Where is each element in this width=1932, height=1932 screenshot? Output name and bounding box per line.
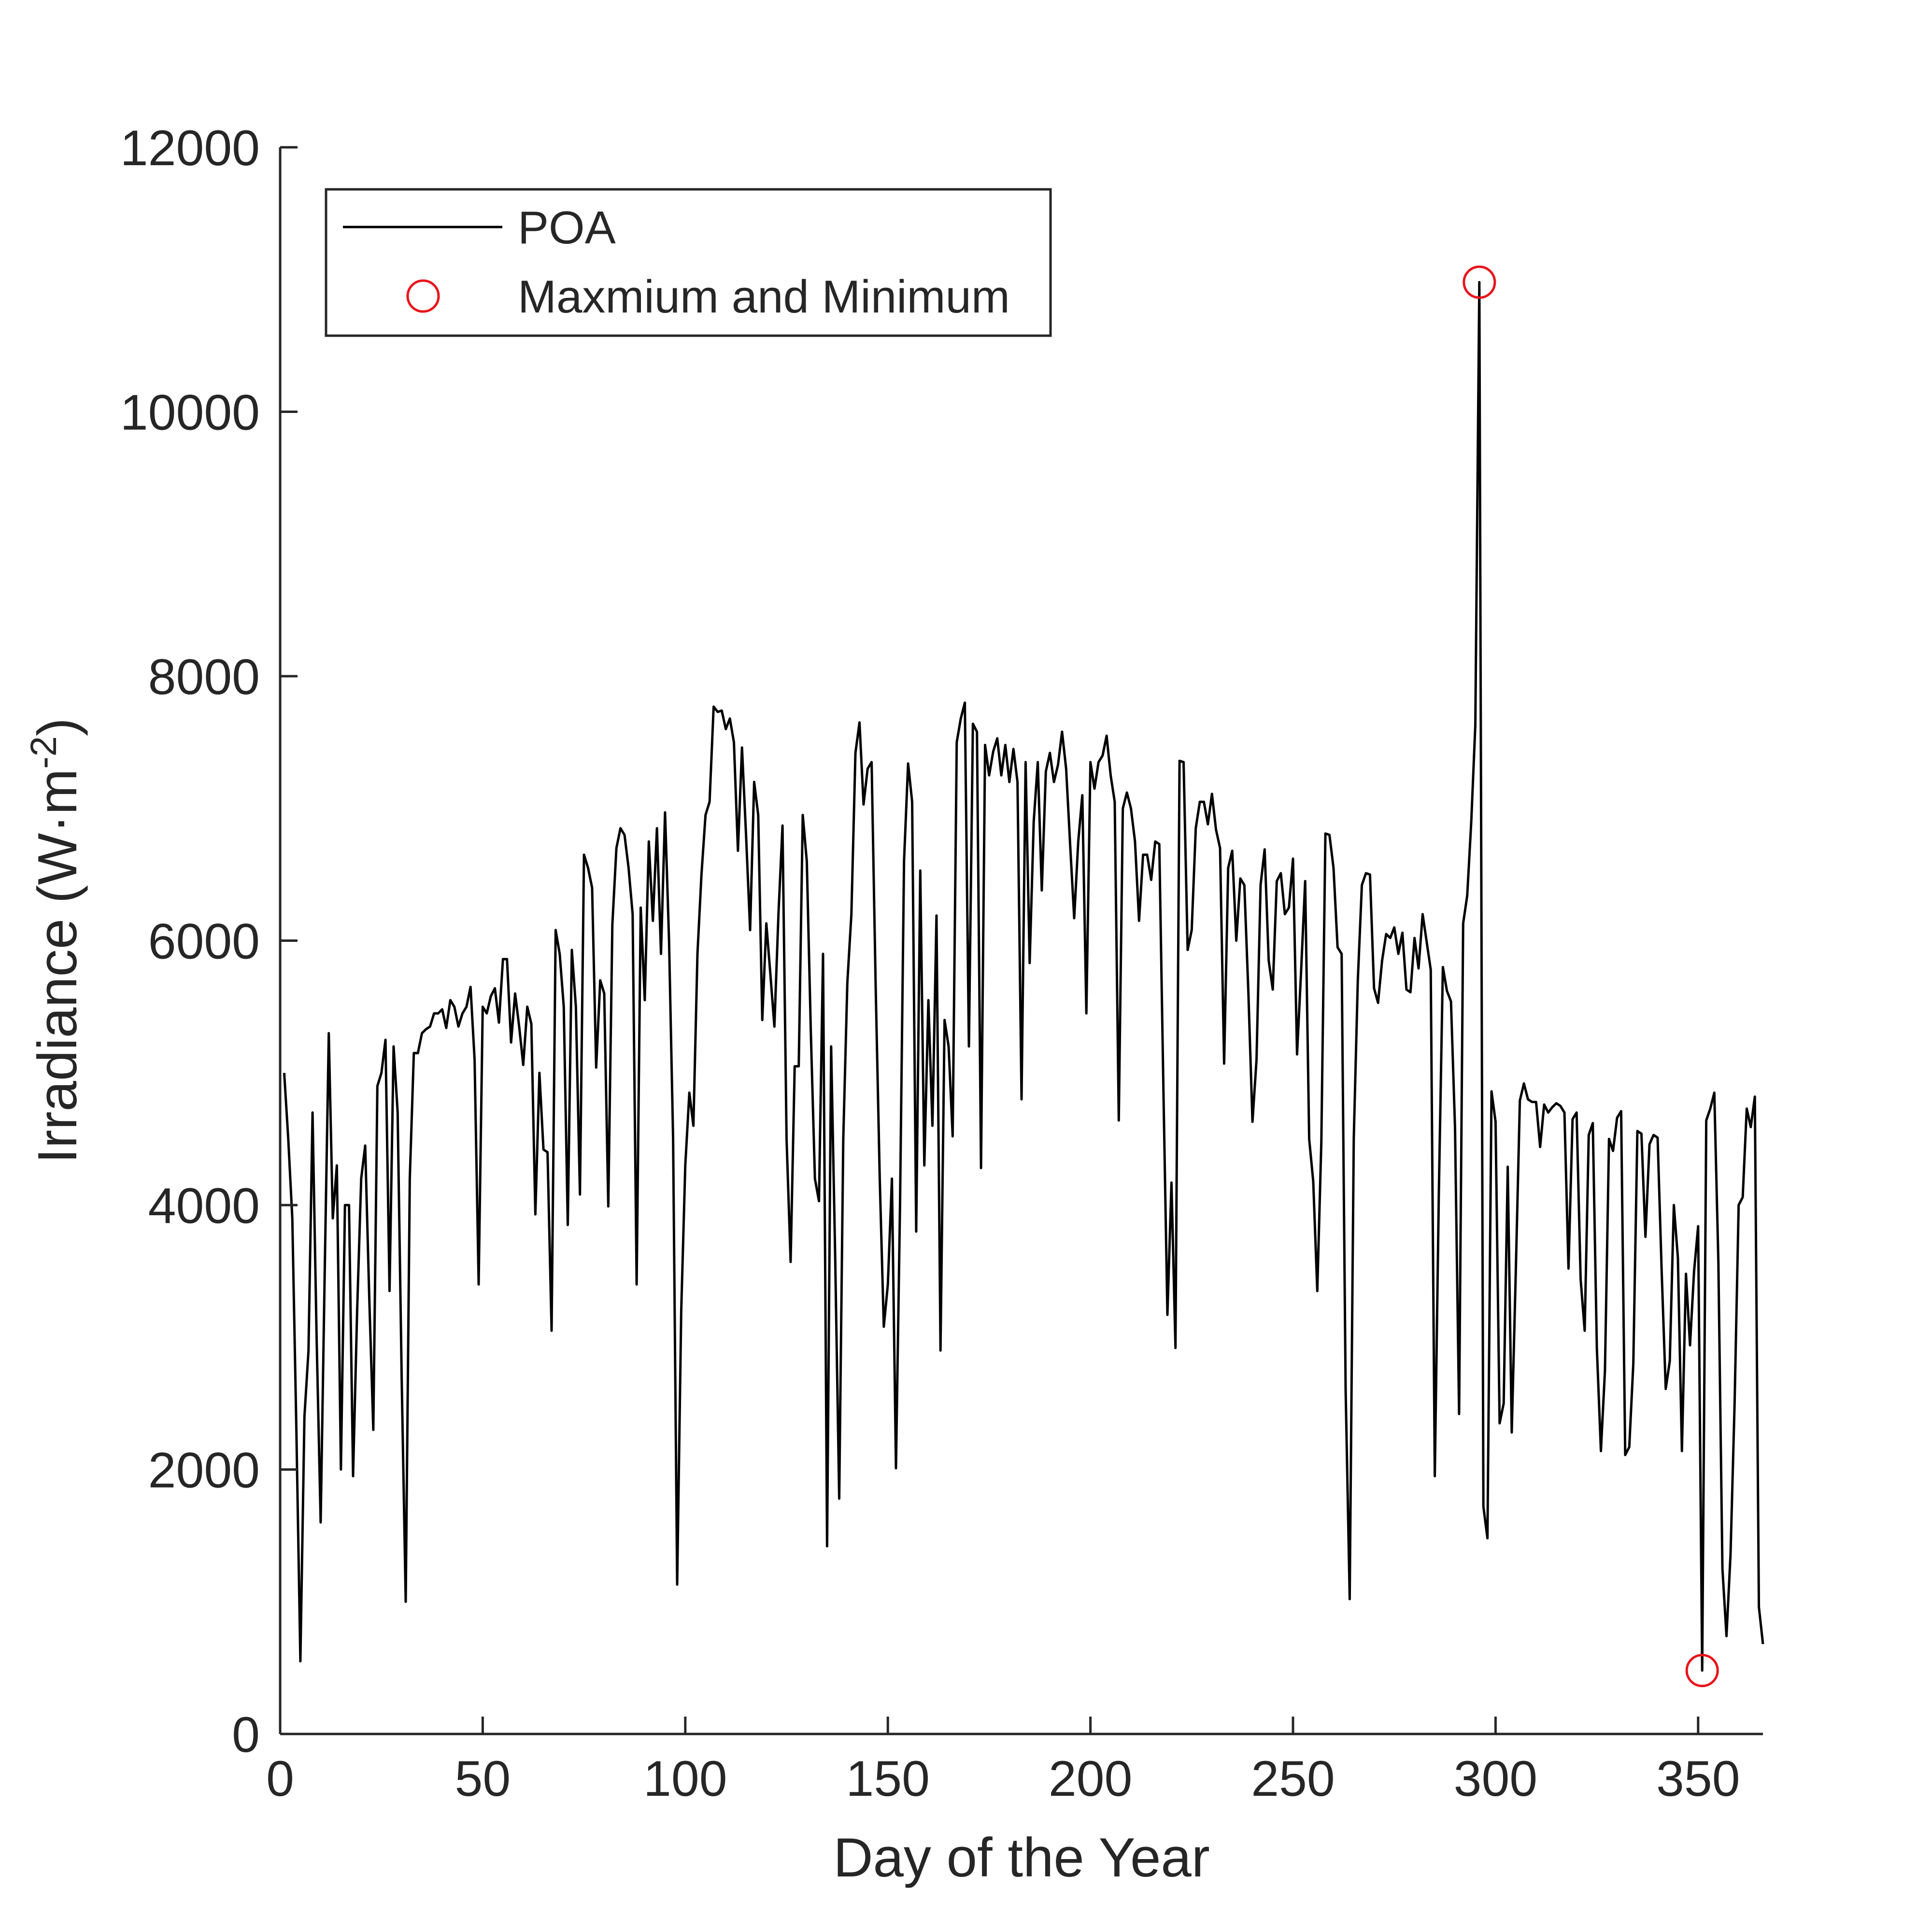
x-tick-label: 150 (846, 1751, 930, 1807)
x-tick-label: 350 (1656, 1751, 1740, 1807)
legend-extrema-label: Maxmium and Minimum (518, 271, 1010, 323)
legend-marker-sample (406, 279, 440, 313)
x-tick-label: 250 (1251, 1751, 1335, 1807)
x-tick-label: 100 (643, 1751, 727, 1807)
y-tick-label: 2000 (148, 1443, 260, 1499)
legend: POA Maxmium and Minimum (325, 188, 1052, 337)
x-axis-ticks: 0 50 100 150 200 250 300 350 (266, 1717, 1740, 1807)
y-tick-label: 6000 (148, 914, 260, 970)
x-tick-label: 50 (455, 1751, 511, 1807)
y-tick-label: 4000 (148, 1178, 260, 1234)
y-tick-label: 8000 (148, 649, 260, 705)
y-axis-label: Irradiance (W·m-2) (23, 718, 89, 1164)
x-tick-label: 0 (266, 1751, 294, 1807)
axes: 0 50 100 150 200 250 300 350 0 2000 4000 6000 8000 1… (120, 120, 1763, 1807)
y-axis-label-close: ) (27, 718, 88, 736)
y-axis-ticks: 0 2000 4000 6000 8000 10000 12000 (120, 120, 298, 1763)
extrema-marker (1685, 1654, 1719, 1688)
legend-poa-label: POA (518, 202, 616, 254)
y-axis-label-exponent: -2 (23, 736, 64, 769)
y-tick-label: 12000 (120, 120, 260, 176)
y-tick-label: 10000 (120, 385, 260, 441)
x-tick-label: 200 (1049, 1751, 1133, 1807)
extrema-markers (1463, 265, 1719, 1688)
poa-series-line (283, 281, 1764, 1672)
extrema-marker (1463, 265, 1496, 299)
x-axis-label: Day of the Year (833, 1827, 1210, 1889)
legend-box (325, 188, 1052, 337)
x-tick-label: 300 (1454, 1751, 1538, 1807)
y-axis-label-main: Irradiance (W·m (27, 769, 88, 1164)
plot-area (283, 265, 1764, 1688)
y-tick-label: 0 (232, 1707, 260, 1763)
